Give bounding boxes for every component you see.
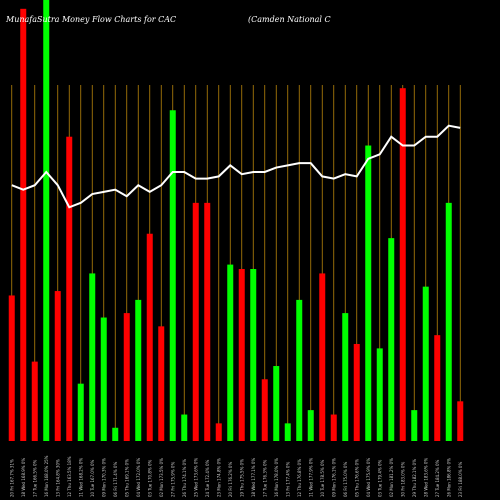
bar: [296, 299, 303, 441]
x-tick-label: 10 Tue 167.0% 0%: [90, 459, 95, 497]
bar: [434, 335, 441, 441]
x-tick-label: 20 Fri 167.7% 31%: [9, 459, 14, 497]
bar: [342, 313, 349, 441]
bar: [66, 136, 73, 441]
bar: [43, 0, 50, 441]
x-tick-label: 13 Fri 177.4% 0%: [285, 462, 290, 497]
x-tick-label: 03 Tue 179.4% 0%: [377, 459, 382, 497]
bar: [238, 269, 245, 441]
bar: [8, 295, 15, 441]
bar: [319, 273, 326, 441]
x-tick-label: 02 Mon 173.5% 0%: [159, 458, 164, 497]
x-tick-label: 17 Tue 176.3% 0%: [262, 459, 267, 497]
x-tick-label: 16 Mon 168.0% 25%: [44, 455, 49, 497]
x-tick-label: 26 Mon 186.8% 0%: [446, 458, 451, 497]
bar: [457, 401, 464, 441]
x-tick-label: 06 Fri 171.4% 0%: [113, 462, 118, 497]
x-tick-label: 17 Tue 166.5% 0%: [32, 459, 37, 497]
bar: [123, 313, 130, 441]
bar: [307, 410, 314, 441]
x-tick-label: 05 Thu 169.1% 0%: [124, 459, 129, 497]
bars-group: [8, 0, 464, 441]
bar: [146, 233, 153, 441]
bar: [181, 414, 188, 441]
x-tick-label: 27 Fri 175.9% 0%: [170, 462, 175, 497]
x-tick-label: 24 Tue 172.4% 0%: [205, 459, 210, 497]
bar: [411, 410, 418, 441]
money-flow-line: [11, 124, 461, 209]
x-tick-label: 25 Wed 173.6% 0%: [193, 458, 198, 497]
bar: [261, 379, 268, 441]
x-tick-label: 12 Thu 163.5% 18%: [67, 456, 72, 497]
bar: [422, 286, 429, 441]
bar: [376, 348, 383, 441]
bar: [445, 202, 452, 441]
x-tick-label: 28 Wed 183.6% 0%: [423, 458, 428, 497]
x-tick-label: 09 Mon 176.1% 0%: [331, 458, 336, 497]
x-tick-label: 23 Fri 188.0% 0%: [458, 462, 463, 497]
bar: [169, 110, 176, 441]
x-tick-labels: 20 Fri 167.7% 31% 18 Wed 168.9% 0% 17 Tue …: [9, 455, 463, 497]
bar: [227, 264, 234, 441]
bar: [77, 383, 84, 441]
x-tick-label: 16 Mon 178.0% 0%: [274, 458, 279, 497]
bar: [158, 326, 165, 441]
x-tick-label: 11 Wed 177.9% 0%: [308, 458, 313, 497]
x-tick-label: 03 Tue 170.8% 0%: [147, 459, 152, 497]
bar: [215, 423, 222, 441]
x-tick-label: 10 Tue 178.5% 0%: [320, 459, 325, 497]
x-tick-label: 09 Mon 170.3% 0%: [101, 458, 106, 497]
chart-title: MunafaSutra Money Flow Charts for CAC: [5, 15, 176, 24]
x-tick-label: 04 Wed 172.0% 0%: [136, 458, 141, 497]
chart-subtitle: (Camden National C: [248, 15, 331, 24]
x-tick-label: 27 Tue 184.2% 0%: [435, 459, 440, 497]
x-tick-label: 05 Thu 176.6% 0%: [354, 459, 359, 497]
bar: [273, 366, 280, 441]
bar: [284, 423, 291, 441]
bar: [388, 238, 395, 441]
x-tick-label: 04 Wed 175.9% 0%: [366, 458, 371, 497]
x-tick-label: 02 Mon 181.2% 0%: [389, 458, 394, 497]
bar: [365, 145, 372, 441]
x-tick-label: 19 Thu 175.5% 0%: [239, 459, 244, 497]
bar: [20, 8, 27, 441]
x-tick-label: 30 Fri 183.0% 0%: [400, 462, 405, 497]
x-tick-label: 29 Thu 182.1% 0%: [412, 459, 417, 497]
bar: [399, 88, 406, 441]
bar: [31, 361, 38, 441]
x-tick-label: 26 Thu 174.1% 0%: [182, 459, 187, 497]
x-tick-label: 20 Fri 176.2% 0%: [228, 462, 233, 497]
x-tick-label: 11 Wed 168.2% 0%: [78, 458, 83, 497]
bar: [353, 343, 360, 441]
x-tick-label: 12 Thu 176.8% 0%: [297, 459, 302, 497]
x-tick-label: 18 Wed 168.9% 0%: [21, 458, 26, 497]
bar: [204, 202, 211, 441]
bar: [192, 202, 199, 441]
bar: [89, 273, 96, 441]
bar: [112, 427, 119, 441]
x-tick-label: 23 Mon 174.8% 0%: [216, 458, 221, 497]
bar: [250, 269, 257, 441]
x-tick-label: 06 Fri 175.0% 0%: [343, 462, 348, 497]
x-tick-label: 18 Wed 177.1% 0%: [251, 458, 256, 497]
x-tick-label: 13 Fri 164.8% 30%: [55, 459, 60, 497]
bar: [135, 299, 142, 441]
bar: [100, 317, 107, 441]
bar: [54, 291, 61, 441]
bar: [330, 414, 337, 441]
